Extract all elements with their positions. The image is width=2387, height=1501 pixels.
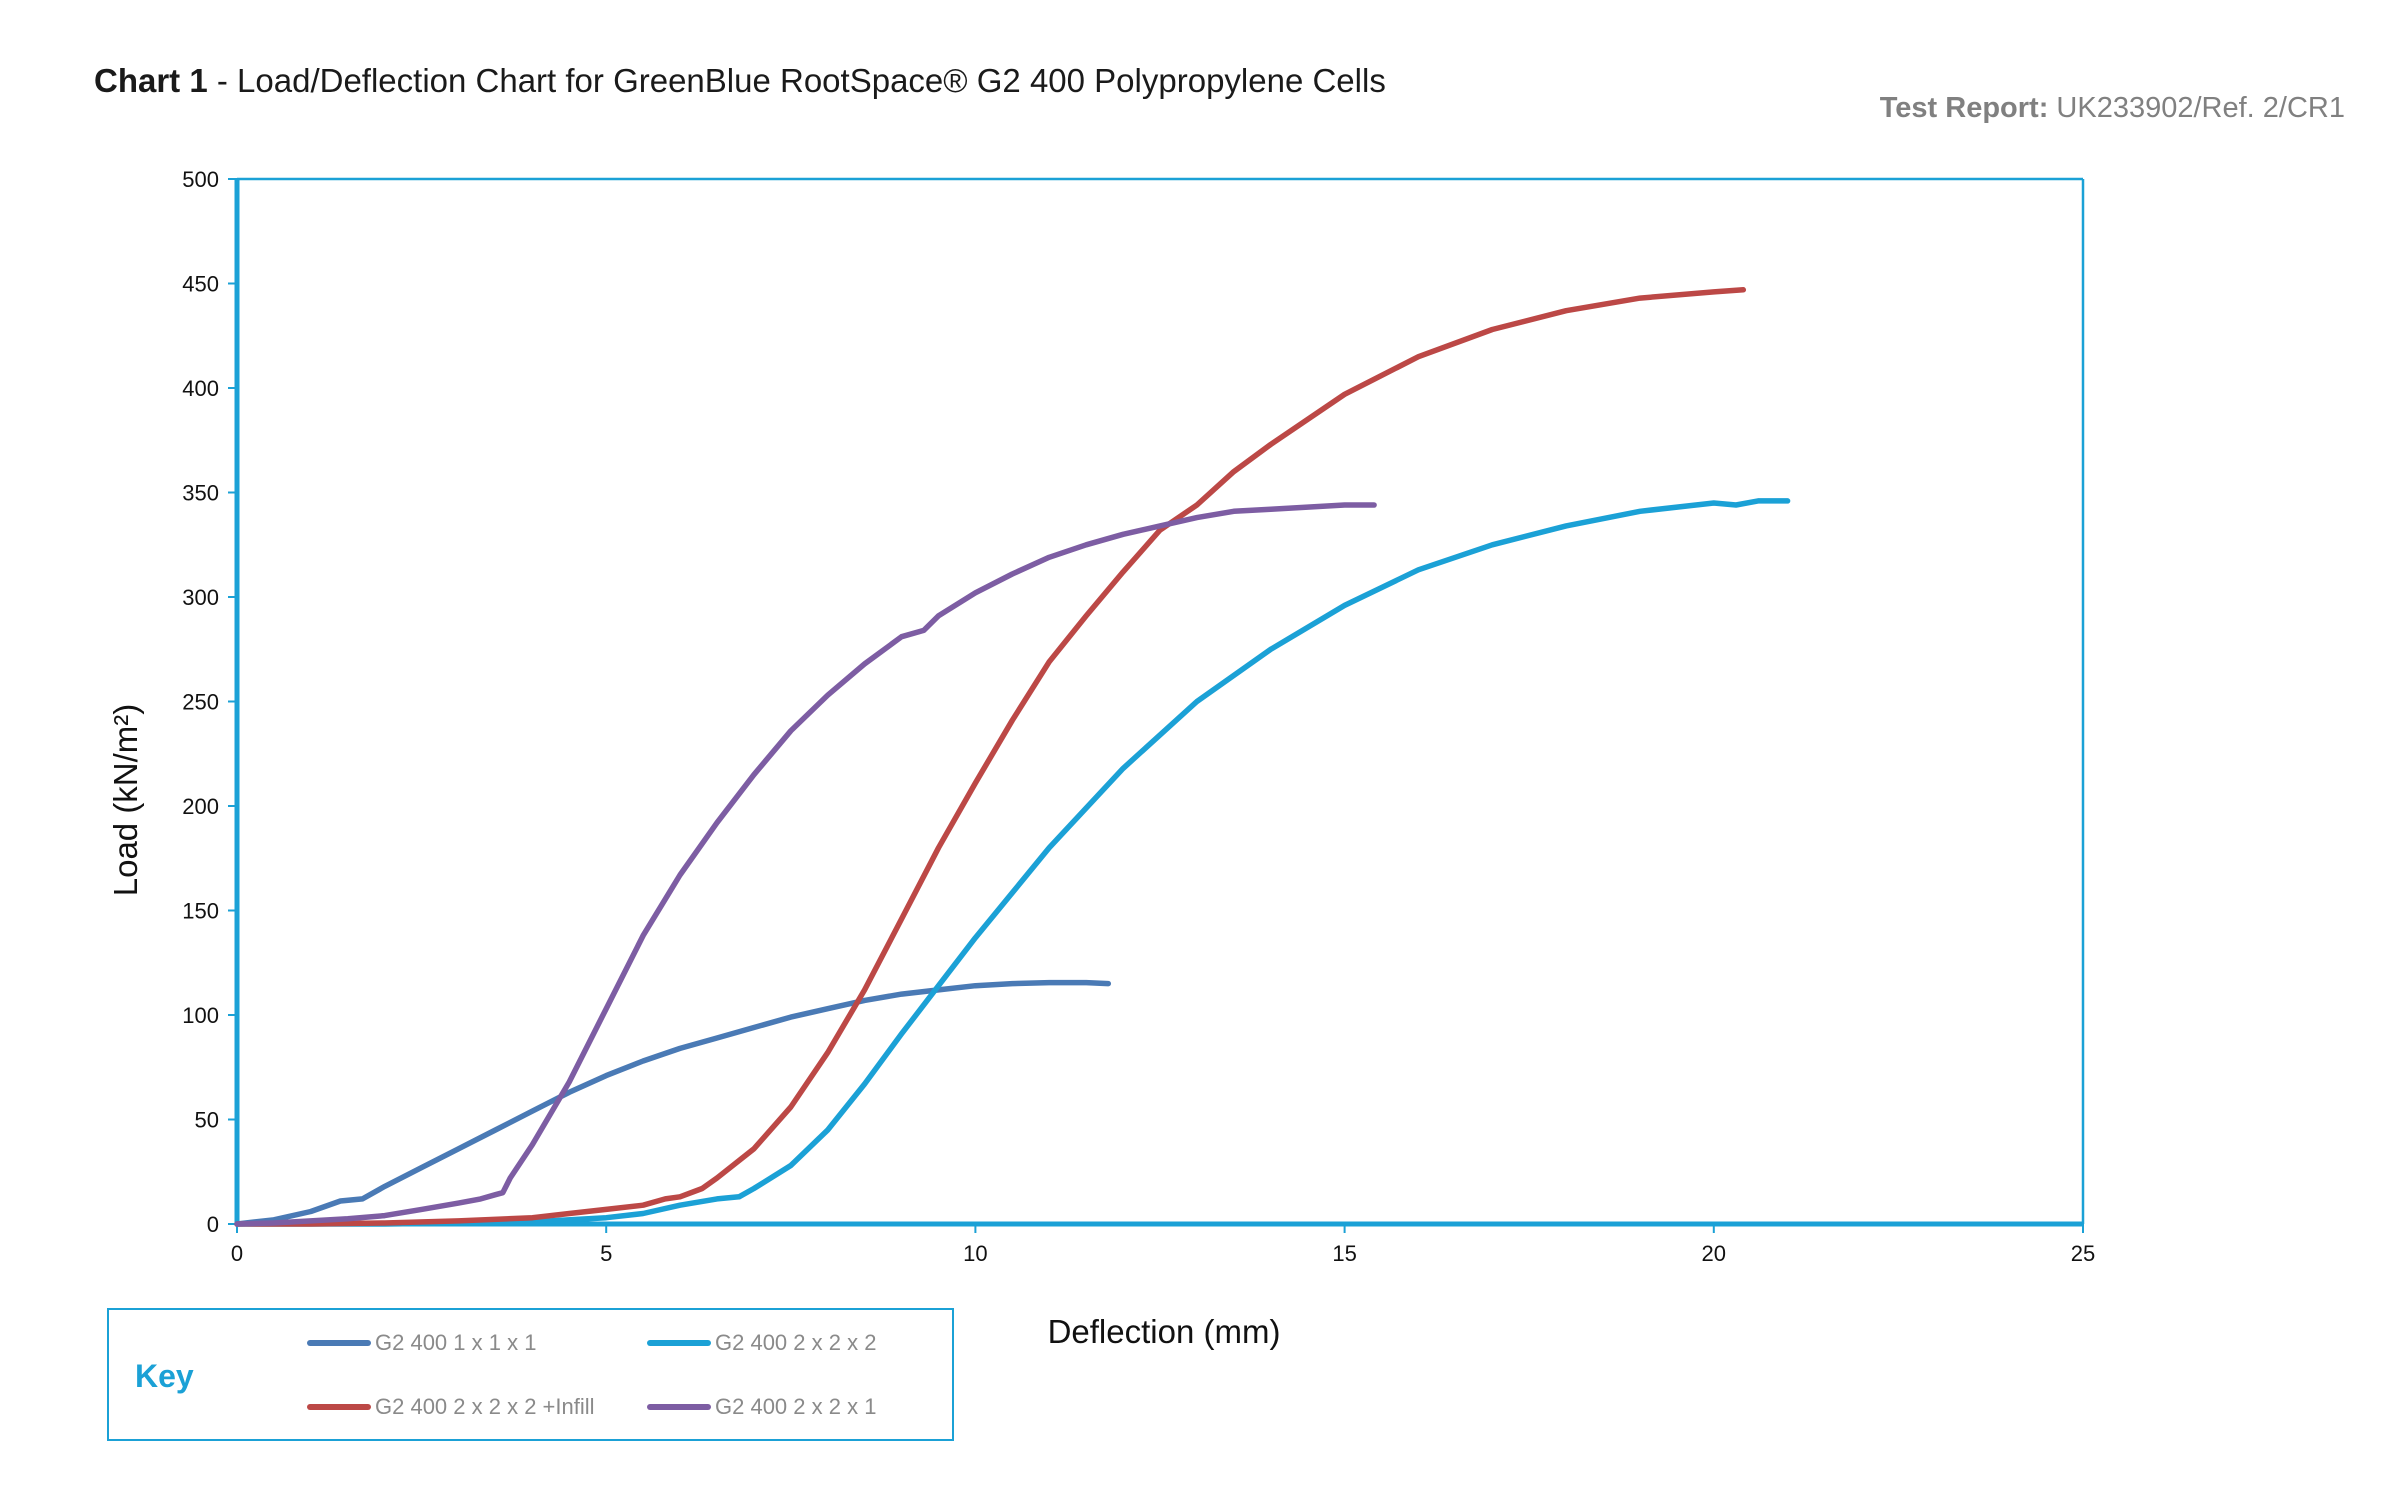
- x-tick-label: 20: [1702, 1241, 1726, 1266]
- chart-title-text: - Load/Deflection Chart for GreenBlue Ro…: [207, 62, 1386, 99]
- x-tick-label: 25: [2071, 1241, 2095, 1266]
- y-tick-label: 450: [182, 272, 219, 297]
- legend-label-2x2x2: G2 400 2 x 2 x 2: [715, 1330, 877, 1355]
- legend-item-1x1x1: G2 400 1 x 1 x 1: [307, 1330, 536, 1356]
- y-tick-label: 350: [182, 481, 219, 506]
- x-tick-label: 5: [600, 1241, 612, 1266]
- test-report-value: UK233902/Ref. 2/CR1: [2048, 92, 2345, 124]
- legend-box: Key G2 400 1 x 1 x 1 G2 400 2 x 2 x 2 G2…: [107, 1308, 954, 1441]
- test-report-label: Test Report:: [1879, 92, 2049, 124]
- y-tick-label: 200: [182, 794, 219, 819]
- legend-swatch-2x2x1: [647, 1404, 711, 1410]
- y-tick-label: 500: [182, 167, 219, 192]
- y-tick-label: 400: [182, 376, 219, 401]
- y-tick-label: 250: [182, 690, 219, 715]
- y-axis-label: Load (kN/m²): [107, 704, 144, 897]
- y-tick-label: 50: [195, 1108, 219, 1133]
- series-line-2: [234, 287, 1747, 1227]
- x-axis-label: Deflection (mm): [1048, 1313, 1281, 1350]
- y-tick-label: 150: [182, 899, 219, 924]
- legend-swatch-1x1x1: [307, 1340, 371, 1346]
- y-tick-label: 100: [182, 1003, 219, 1028]
- legend-label-2x2x1: G2 400 2 x 2 x 1: [715, 1394, 877, 1419]
- y-tick-label: 300: [182, 585, 219, 610]
- series-line-0: [234, 979, 1112, 1227]
- plot-frame: [234, 177, 2085, 1227]
- legend-title: Key: [135, 1358, 194, 1394]
- series-lines: [234, 287, 1791, 1227]
- series-line-1: [234, 498, 1791, 1227]
- legend-swatch-2x2x2: [647, 1340, 711, 1346]
- legend-label-2x2x2-infill: G2 400 2 x 2 x 2 +Infill: [375, 1394, 595, 1419]
- x-tick-label: 10: [963, 1241, 987, 1266]
- axis-ticks: 0 50 100 150 200 250 300 350 400 450 500 0 5 10 15 20 25: [182, 167, 2095, 1266]
- x-tick-label: 0: [231, 1241, 243, 1266]
- legend-item-2x2x2-infill: G2 400 2 x 2 x 2 +Infill: [307, 1394, 595, 1420]
- legend-label-1x1x1: G2 400 1 x 1 x 1: [375, 1330, 537, 1355]
- legend-item-2x2x1: G2 400 2 x 2 x 1: [647, 1394, 876, 1420]
- legend-item-2x2x2: G2 400 2 x 2 x 2: [647, 1330, 876, 1356]
- x-tick-label: 15: [1332, 1241, 1356, 1266]
- y-tick-label: 0: [207, 1212, 219, 1237]
- series-line-3: [234, 502, 1377, 1227]
- test-report: Test Report: UK233902/Ref. 2/CR1: [1880, 92, 2345, 125]
- chart-title: Chart 1 - Load/Deflection Chart for Gree…: [94, 62, 1386, 100]
- chart-title-bold: Chart 1: [94, 62, 208, 99]
- legend-swatch-2x2x2-infill: [307, 1404, 371, 1410]
